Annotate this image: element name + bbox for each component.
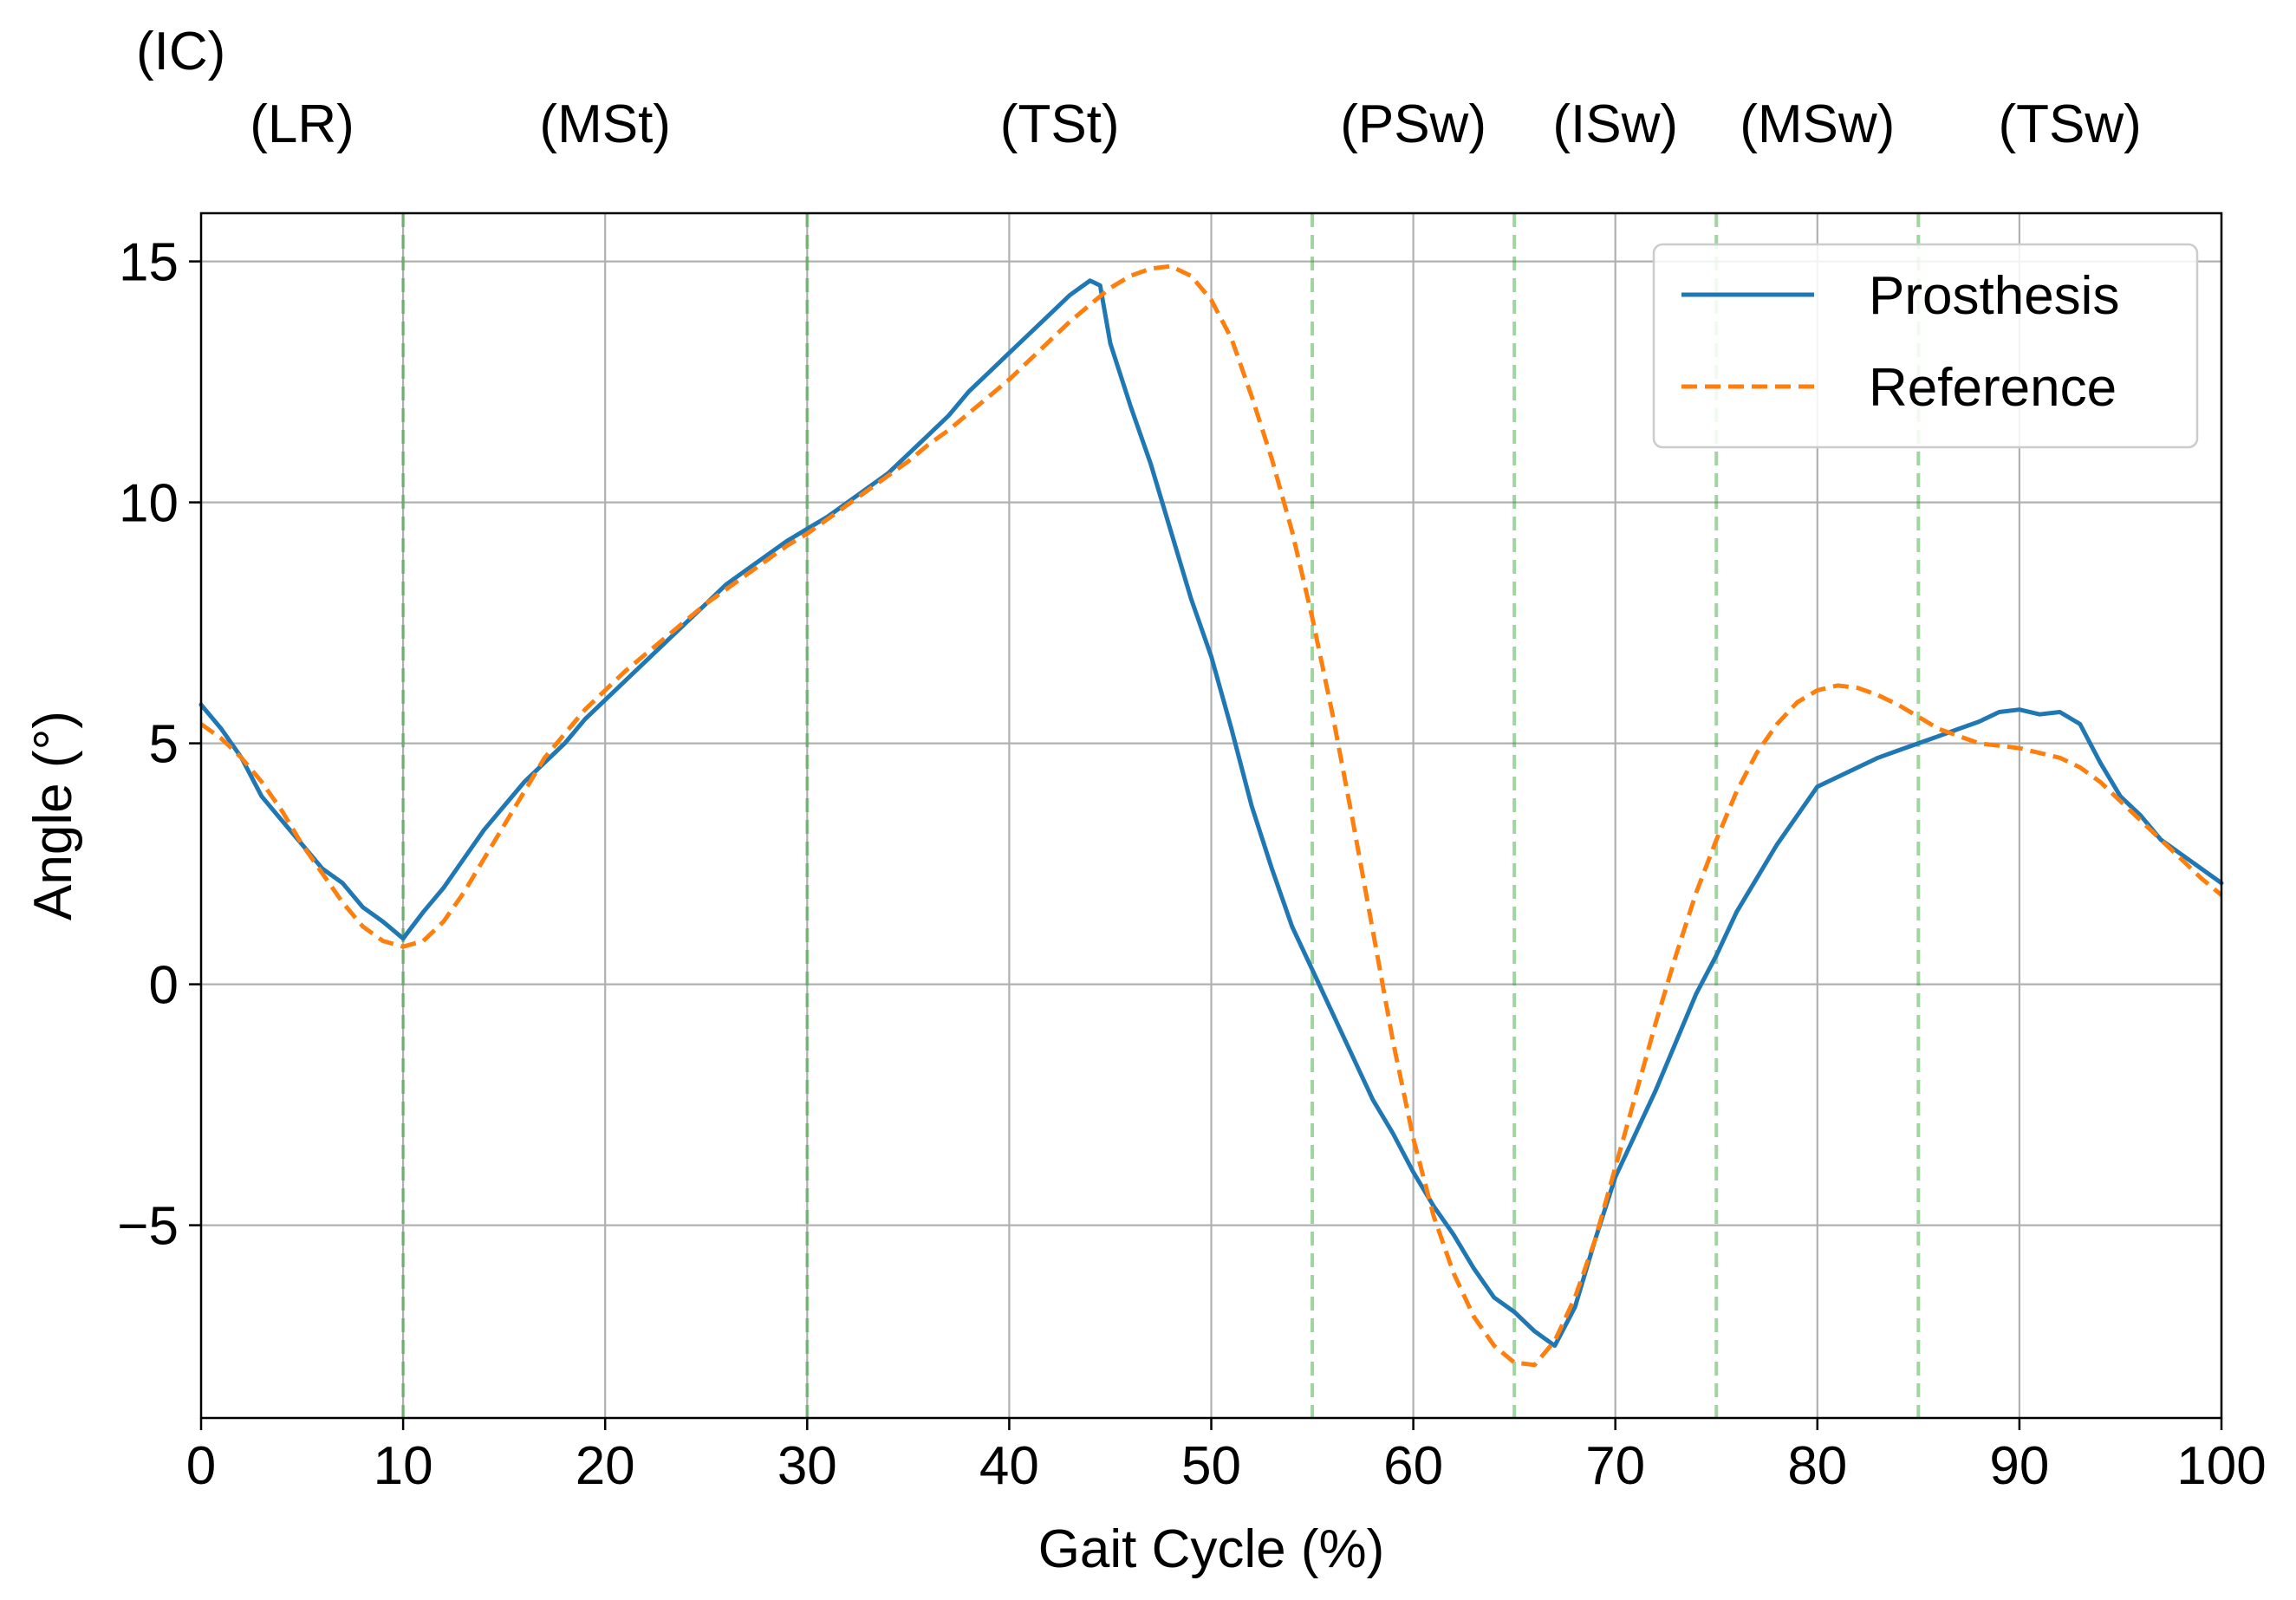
y-axis-label: Angle (°) xyxy=(23,711,83,920)
x-tick-label: 10 xyxy=(374,1436,433,1496)
x-tick-label: 50 xyxy=(1181,1436,1241,1496)
gait-phase-labels: (IC) (LR) (MSt) (TSt) (PSw) (ISw) (MSw) (TSw) xyxy=(136,22,2142,154)
series-lines xyxy=(198,263,2224,1368)
y-tick-label: 5 xyxy=(149,715,179,775)
phase-label: (MSw) xyxy=(1740,94,1895,154)
y-tick-label: 10 xyxy=(119,474,179,534)
phase-label: (IC) xyxy=(136,22,225,81)
x-tick-label: 100 xyxy=(2176,1436,2266,1496)
series-line-reference xyxy=(199,263,2223,1368)
legend-label-prosthesis: Prosthesis xyxy=(1869,266,2119,326)
x-tick-label: 90 xyxy=(1989,1436,2049,1496)
x-tick-label: 20 xyxy=(576,1436,635,1496)
x-tick-label: 60 xyxy=(1383,1436,1443,1496)
y-tick-label: 15 xyxy=(119,233,179,293)
x-tick-label: 70 xyxy=(1585,1436,1645,1496)
phase-label: (ISw) xyxy=(1552,94,1678,154)
x-tick-label: 0 xyxy=(186,1436,216,1496)
legend-label-reference: Reference xyxy=(1869,358,2117,418)
legend: Prosthesis Reference xyxy=(1652,243,2199,449)
phase-label: (TSt) xyxy=(1000,94,1120,154)
x-tick-label: 30 xyxy=(777,1436,837,1496)
x-axis-ticks: 0 10 20 30 40 50 60 70 80 90 100 xyxy=(186,1418,2267,1496)
phase-label: (TSw) xyxy=(1999,94,2142,154)
y-tick-label: 0 xyxy=(149,956,179,1016)
phase-label: (MSt) xyxy=(539,94,671,154)
y-tick-label: −5 xyxy=(117,1197,179,1257)
x-tick-label: 80 xyxy=(1787,1436,1847,1496)
phase-label: (LR) xyxy=(250,94,354,154)
y-axis-ticks: −5 0 5 10 15 xyxy=(117,233,201,1257)
x-axis-label: Gait Cycle (%) xyxy=(1038,1519,1385,1579)
phase-label: (PSw) xyxy=(1340,94,1486,154)
x-tick-label: 40 xyxy=(979,1436,1039,1496)
